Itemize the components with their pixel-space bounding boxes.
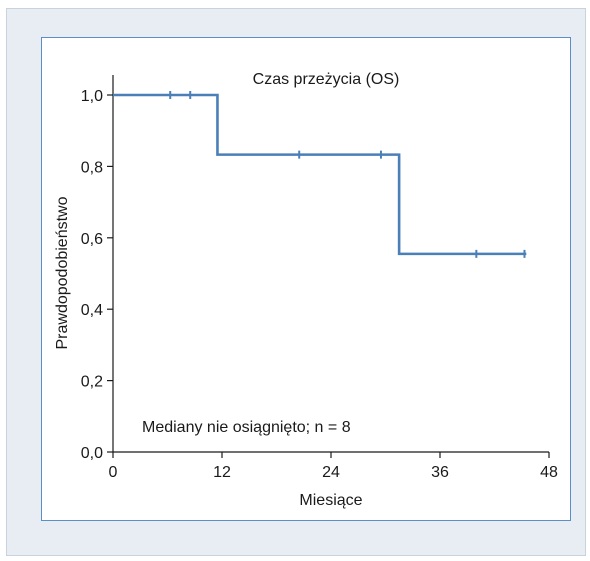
- figure-panel: [6, 8, 586, 556]
- y-axis-title: Prawdopodobieństwo: [54, 196, 71, 349]
- y-tick-label: 0,6: [81, 231, 103, 248]
- y-tick-label: 0,8: [81, 159, 103, 176]
- x-axis-title: Miesiące: [299, 492, 362, 509]
- ticks: 0 12 24 36 48 0,0 0,2 0,4 0,6 0,8 1,0: [81, 88, 558, 481]
- chart-title: Czas przeżycia (OS): [253, 71, 400, 88]
- y-tick-label: 1,0: [81, 88, 103, 105]
- series: [113, 91, 527, 258]
- y-tick-label: 0,2: [81, 374, 103, 391]
- y-tick-label: 0,4: [81, 302, 103, 319]
- y-tick-label: 0,0: [81, 445, 103, 462]
- survival-curve: [113, 93, 527, 256]
- x-tick-label: 12: [213, 464, 231, 481]
- axes: [112, 75, 549, 453]
- chart-frame: [41, 37, 571, 521]
- x-tick-label: 36: [431, 464, 449, 481]
- x-tick-label: 48: [540, 464, 558, 481]
- x-tick-label: 0: [109, 464, 118, 481]
- x-tick-label: 24: [322, 464, 340, 481]
- median-annotation: Mediany nie osiągnięto; n = 8: [142, 419, 351, 436]
